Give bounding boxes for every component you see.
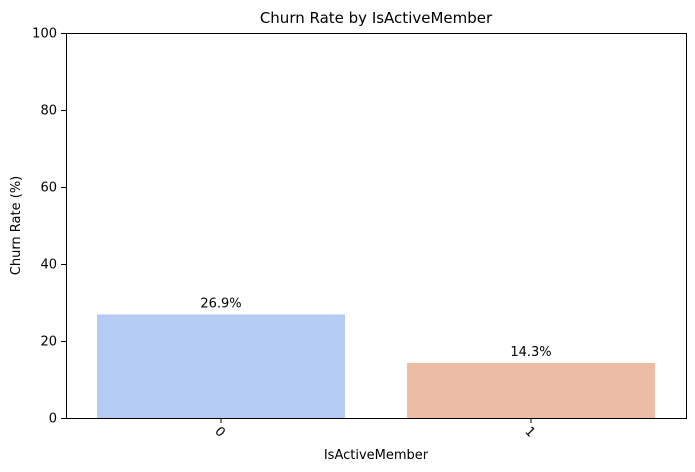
y-tick-label: 20 bbox=[40, 335, 57, 350]
data-label-1: 14.3% bbox=[510, 345, 551, 360]
bar-0 bbox=[97, 314, 345, 418]
x-axis-label: IsActiveMember bbox=[324, 448, 429, 463]
data-labels: 26.9% 14.3% bbox=[200, 296, 551, 360]
bar-1 bbox=[407, 362, 655, 418]
y-tick-label: 100 bbox=[32, 27, 57, 42]
y-axis-label: Churn Rate (%) bbox=[9, 176, 24, 275]
plot-frame bbox=[66, 33, 687, 419]
y-tick-label: 60 bbox=[40, 181, 57, 196]
y-tick-label: 80 bbox=[40, 104, 57, 119]
x-tick-label: 1 bbox=[521, 424, 537, 440]
data-label-0: 26.9% bbox=[200, 296, 241, 311]
y-tick-label: 0 bbox=[49, 412, 57, 427]
chart-title: Churn Rate by IsActiveMember bbox=[260, 9, 493, 27]
y-axis-ticks: 0 20 40 60 80 100 bbox=[32, 27, 66, 427]
x-tick-label: 0 bbox=[211, 424, 227, 440]
bars bbox=[97, 314, 655, 418]
y-tick-label: 40 bbox=[40, 258, 57, 273]
